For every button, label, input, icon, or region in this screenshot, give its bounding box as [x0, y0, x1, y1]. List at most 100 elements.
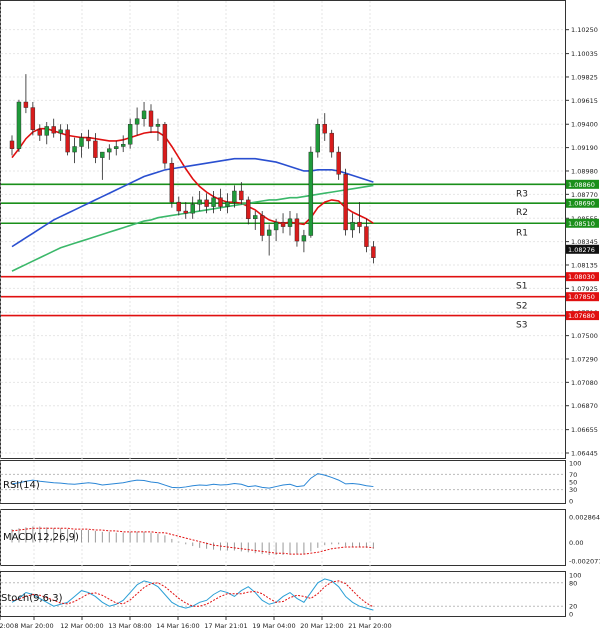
level-badge-text-r1: 1.08510 [568, 220, 595, 228]
time-axis: 7 Mar 2:008 Mar 20:00 12 Mar 00:00 13 Mar … [0, 616, 392, 630]
level-badge-text-s2: 1.07850 [568, 293, 595, 301]
candle-bull [253, 215, 258, 220]
rsi-label: RSI(14) [3, 480, 40, 491]
level-label-r1: R1 [516, 228, 528, 238]
rsi-tick-label: 0 [569, 498, 573, 506]
candlesticks [9, 74, 376, 264]
candle-bear [9, 140, 15, 149]
level-badge-r2 [566, 198, 599, 208]
price-tick-label: 1.07500 [571, 332, 598, 340]
candle-bear [65, 129, 70, 153]
level-label-s2: S2 [516, 302, 527, 312]
candle-bear [246, 199, 251, 220]
candle-bear [239, 190, 244, 201]
macd-pane [0, 509, 566, 566]
price-tick-label: 1.09825 [571, 73, 598, 81]
candle-bear [343, 174, 348, 231]
candle-bull [197, 199, 202, 205]
candle-bear [371, 246, 376, 258]
price-tick-label: 1.08135 [571, 261, 598, 269]
level-label-r2: R2 [516, 208, 528, 218]
macd-tick-label: -0.002077 [569, 558, 600, 566]
level-badge-text-r3: 1.08860 [568, 181, 595, 189]
price-tick-label: 1.06445 [571, 450, 598, 458]
candle-bear [176, 201, 182, 212]
macd-tick-label: 0.00 [569, 539, 583, 547]
time-tick-label: 13 Mar 08:00 [108, 622, 151, 630]
candle-bull [350, 221, 355, 231]
candle-bear [169, 162, 175, 203]
time-tick-label: 8 Mar 20:00 [14, 622, 53, 630]
macd-label: MACD(12,26,9) [3, 532, 79, 543]
rsi-tick-label: 70 [569, 471, 577, 479]
price-tick-label: 1.08770 [571, 191, 598, 199]
candle-bear [357, 221, 362, 227]
rsi-pane [0, 460, 566, 504]
candle-bear [294, 218, 300, 242]
candle-bull [134, 118, 140, 125]
candle-bull [266, 229, 272, 236]
candle-bear [86, 137, 91, 142]
price-tick-label: 1.09190 [571, 144, 598, 152]
candle-bull [287, 218, 293, 227]
time-tick-label: 14 Mar 16:00 [156, 622, 199, 630]
candle-bull [44, 126, 49, 136]
level-badge-s2 [566, 292, 599, 302]
candle-bull [308, 151, 314, 236]
candle-bull [190, 204, 195, 214]
level-badge-text-s3: 1.07680 [568, 312, 595, 320]
candle-bear [30, 107, 36, 131]
price-tick-label: 1.07290 [571, 355, 598, 363]
candle-bear [162, 124, 168, 164]
grid [0, 1, 565, 616]
level-badge-text-s1: 1.08030 [568, 273, 595, 281]
candle-bear [51, 126, 56, 134]
price-tick-label: 1.10035 [571, 50, 598, 58]
current-price-badge [566, 244, 599, 254]
level-badge-r1 [566, 218, 599, 228]
candle-bull [225, 201, 230, 207]
candle-bear [23, 101, 29, 108]
level-label-s1: S1 [516, 282, 527, 292]
candle-bull [301, 235, 307, 242]
price-tick-label: 1.08345 [571, 238, 598, 246]
price-tick-label: 1.08555 [571, 215, 598, 223]
stoch-k-line [11, 578, 374, 611]
rsi-tick-label: 30 [569, 486, 577, 494]
stoch-tick-label: 20 [569, 603, 577, 611]
time-tick-label: 17 Mar 21:01 [204, 622, 247, 630]
time-tick-label: 12 Mar 00:00 [60, 622, 103, 630]
candle-bear [93, 140, 98, 158]
candle-bull [58, 129, 63, 134]
candle-bear [37, 129, 42, 136]
ma-line-fast [11, 127, 374, 226]
candle-bear [148, 110, 154, 127]
candle-bear [336, 151, 341, 175]
price-axis: 1.10250 1.10035 1.09825 1.09615 1.09400 1.091… [565, 26, 598, 458]
level-badges: 1.08860 1.08690 1.08510 1.08030 1.07850 1.076… [566, 179, 599, 321]
candle-bear [322, 124, 327, 134]
candle-bull [141, 110, 147, 119]
stoch-tick-label: 100 [569, 572, 581, 580]
price-tick-label: 1.10250 [571, 26, 598, 34]
candle-bear [329, 132, 334, 153]
candle-bull [127, 124, 133, 145]
stoch-d-line [11, 580, 374, 608]
candle-bear [364, 226, 369, 247]
candle-bull [79, 137, 84, 147]
time-tick-label: 7 Mar 2:00 [0, 622, 14, 630]
price-tick-label: 1.09400 [571, 121, 598, 129]
macd-indicator: 0.002864 0.00 -0.002077 [11, 514, 600, 566]
candle-bull [114, 146, 119, 149]
price-tick-label: 1.07925 [571, 285, 598, 293]
candle-bull [100, 151, 105, 158]
stoch-pane [0, 571, 566, 617]
level-badge-text-r2: 1.08690 [568, 200, 595, 208]
candle-bull [72, 146, 77, 153]
macd-tick-label: 0.002864 [569, 514, 600, 522]
current-price-text: 1.08276 [568, 246, 595, 254]
candle-bull [16, 101, 22, 149]
candle-bull [315, 124, 320, 153]
